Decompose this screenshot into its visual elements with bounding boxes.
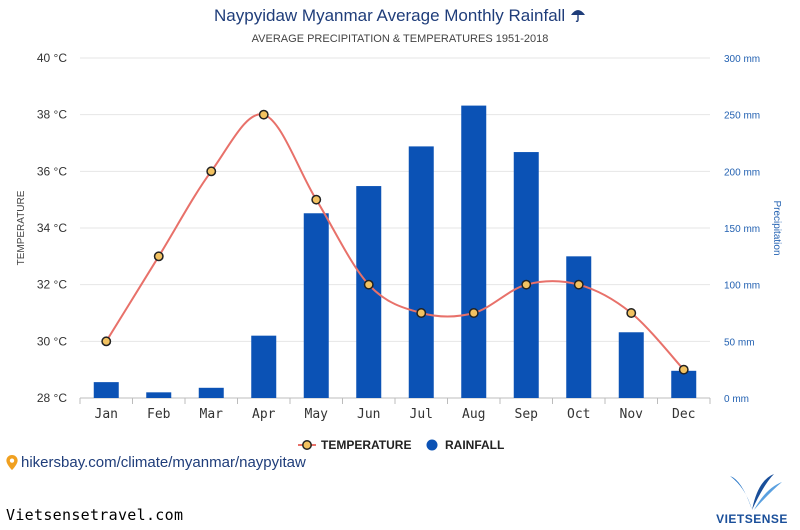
logo-mark-icon <box>730 474 782 510</box>
chart-title: Naypyidaw Myanmar Average Monthly Rainfa… <box>0 6 800 26</box>
chart-subtitle: AVERAGE PRECIPITATION & TEMPERATURES 195… <box>251 33 549 45</box>
bar-layer <box>93 105 697 398</box>
temperature-point <box>363 279 374 290</box>
x-tick-label: May <box>305 407 329 422</box>
temperature-point <box>258 109 269 120</box>
y-tick-label-left: 36 °C <box>37 164 67 178</box>
line-layer <box>101 109 689 375</box>
temperature-point <box>573 279 584 290</box>
temperature-point <box>153 251 164 262</box>
x-tick-label: Dec <box>672 407 695 422</box>
legend: TEMPERATURE RAINFALL <box>298 438 504 452</box>
chart-area: 28 °C 0 mm 30 °C 50 mm 32 °C 100 mm 34 °C 150 m… <box>16 51 782 452</box>
y-tick-label-right: 200 mm <box>724 167 760 178</box>
x-tick-label: Jun <box>357 407 380 422</box>
rainfall-bar <box>513 152 539 398</box>
rainfall-bar <box>618 332 644 398</box>
x-tick-label: Oct <box>567 407 590 422</box>
temperature-point <box>311 194 322 205</box>
y-tick-label-left: 40 °C <box>37 51 67 65</box>
umbrella-icon <box>570 10 585 23</box>
rainfall-bar <box>146 392 172 398</box>
temperature-point <box>206 166 217 177</box>
temperature-point <box>626 308 637 318</box>
vietsense-logo: VIETSENSE <box>712 470 792 528</box>
y-axis-title-right: Precipitation <box>771 200 782 255</box>
x-tick-label: Mar <box>200 407 224 422</box>
rainfall-bar <box>198 387 224 398</box>
y-tick-label-right: 50 mm <box>724 337 755 348</box>
x-tick-label: Jul <box>410 407 433 422</box>
y-tick-label-left: 32 °C <box>37 278 67 292</box>
legend-rainfall-marker <box>426 439 438 451</box>
grid-layer <box>79 57 711 404</box>
temperature-point <box>101 336 112 347</box>
legend-rainfall-label: RAINFALL <box>445 438 504 452</box>
y-tick-label-right: 0 mm <box>724 394 749 405</box>
location-pin-icon <box>6 455 18 470</box>
y-tick-label-right: 100 mm <box>724 281 760 292</box>
rainfall-bar <box>408 146 434 398</box>
temperature-line <box>105 113 685 371</box>
x-tick-label: Jan <box>95 407 118 422</box>
y-tick-label-right: 300 mm <box>724 54 760 65</box>
temperature-point <box>416 308 427 318</box>
y-tick-label-left: 30 °C <box>37 334 67 348</box>
y-tick-label-left: 34 °C <box>37 221 67 235</box>
source-link-text[interactable]: hikersbay.com/climate/myanmar/naypyitaw <box>21 454 306 471</box>
x-tick-label: Feb <box>147 407 171 422</box>
chart-title-text: Naypyidaw Myanmar Average Monthly Rainfa… <box>214 6 566 25</box>
rainfall-bar <box>93 382 119 398</box>
temperature-point <box>678 364 689 375</box>
rainfall-bar <box>461 105 487 398</box>
x-tick-label: Aug <box>462 407 485 422</box>
logo-text: VIETSENSE <box>716 512 788 526</box>
rainfall-bar <box>566 256 592 398</box>
legend-temperature-marker <box>302 440 312 450</box>
tick-layer: 28 °C 0 mm 30 °C 50 mm 32 °C 100 mm 34 °C 150 m… <box>37 51 760 422</box>
x-tick-label: Sep <box>515 407 539 422</box>
x-tick-label: Apr <box>252 407 276 422</box>
y-tick-label-right: 250 mm <box>724 111 760 122</box>
y-axis-title-left: TEMPERATURE <box>16 190 27 265</box>
legend-temperature-label: TEMPERATURE <box>321 438 411 452</box>
rainfall-bar <box>251 335 277 398</box>
rainfall-bar <box>671 370 697 398</box>
y-tick-label-left: 38 °C <box>37 108 67 122</box>
rainfall-bar <box>303 213 329 398</box>
temperature-point <box>521 279 532 290</box>
y-tick-label-right: 150 mm <box>724 224 760 235</box>
temperature-point <box>468 308 479 318</box>
y-tick-label-left: 28 °C <box>37 391 67 405</box>
x-tick-label: Nov <box>620 407 644 422</box>
source-link[interactable]: hikersbay.com/climate/myanmar/naypyitaw <box>6 454 306 471</box>
site-watermark: Vietsensetravel.com <box>6 506 184 524</box>
